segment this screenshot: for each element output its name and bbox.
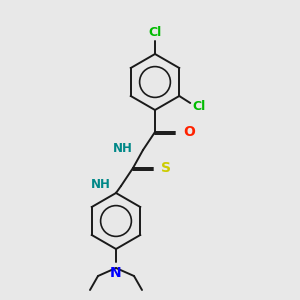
Text: O: O — [183, 125, 195, 139]
Text: Cl: Cl — [148, 26, 162, 40]
Text: NH: NH — [113, 142, 133, 155]
Text: S: S — [161, 161, 171, 175]
Text: Cl: Cl — [193, 100, 206, 112]
Text: N: N — [110, 266, 122, 280]
Text: NH: NH — [91, 178, 111, 191]
